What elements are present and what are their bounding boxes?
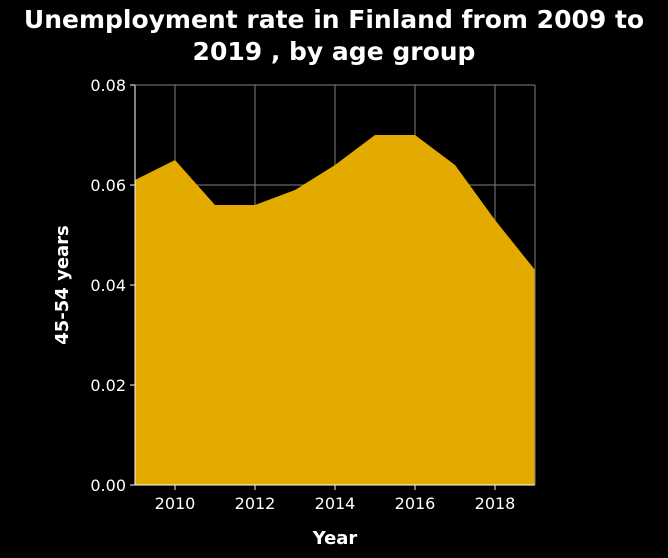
x-tick-label: 2018: [475, 494, 516, 513]
area-series: [135, 135, 535, 485]
x-tick-label: 2014: [315, 494, 356, 513]
y-tick-label: 0.02: [90, 376, 126, 395]
y-tick-label: 0.06: [90, 176, 126, 195]
x-tick-label: 2016: [395, 494, 436, 513]
x-tick-label: 2012: [235, 494, 276, 513]
y-tick-label: 0.08: [90, 76, 126, 95]
y-tick-label: 0.00: [90, 476, 126, 495]
chart-title: Unemployment rate in Finland from 2009 t…: [0, 4, 668, 68]
x-axis-ticks: 2010 2012 2014 2016 2018: [155, 485, 516, 513]
y-tick-label: 0.04: [90, 276, 126, 295]
x-axis-title: Year: [312, 528, 358, 549]
chart-title-line-1: Unemployment rate in Finland from 2009 t…: [23, 5, 645, 34]
y-axis-title: 45-54 years: [52, 225, 73, 345]
y-axis-ticks: 0.00 0.02 0.04 0.06 0.08: [90, 76, 135, 495]
x-tick-label: 2010: [155, 494, 196, 513]
chart-title-line-2: 2019 , by age group: [192, 37, 476, 66]
